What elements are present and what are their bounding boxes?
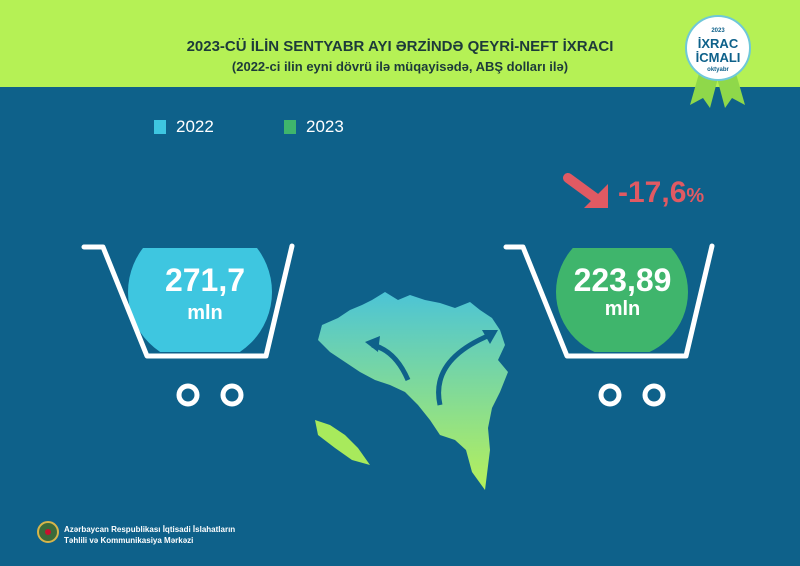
change-value: -17,6	[618, 176, 687, 209]
unit-2022: mln	[187, 302, 223, 324]
badge-line2: İCMALI	[696, 50, 741, 65]
change-percent: -17,6%	[618, 176, 704, 210]
wheel-icon	[220, 383, 244, 407]
arrow-icon	[436, 332, 491, 406]
legend-swatch	[284, 120, 296, 134]
legend-label: 2023	[306, 117, 344, 136]
legend-item-2023: 2023	[284, 117, 344, 137]
value-2023: 223,89	[573, 262, 672, 298]
wheel-icon	[176, 383, 200, 407]
badge-rosette	[685, 15, 751, 108]
value-2022: 271,7	[164, 262, 246, 298]
change-unit: %	[686, 185, 705, 207]
cart-2023	[503, 243, 715, 407]
badge-year: 2023	[711, 28, 725, 34]
azerbaijan-map	[318, 292, 508, 490]
page-subtitle: (2022-ci ilin eyni dövrü ilə müqayisədə,…	[231, 59, 569, 74]
exclave-map	[315, 420, 370, 465]
page-title: 2023-CÜ İLİN SENTYABR AYI ƏRZİNDƏ QEYRİ-…	[186, 38, 614, 55]
cart-2022	[81, 243, 295, 407]
wheel-icon	[598, 383, 622, 407]
arrow-down-right-icon	[563, 173, 608, 208]
footer-line1: Azərbaycan Respublikası İqtisadi İslahat…	[64, 525, 236, 534]
badge-month: oktyabr	[707, 67, 729, 73]
footer-org: Azərbaycan Respublikası İqtisadi İslahat…	[64, 524, 235, 546]
legend-label: 2022	[176, 117, 214, 136]
bar-2023	[556, 248, 688, 352]
legend-item-2022: 2022	[154, 117, 214, 137]
legend-swatch	[154, 120, 166, 134]
badge-line1: İXRAC	[698, 36, 739, 51]
footer-line2: Təhlili və Kommunikasiya Mərkəzi	[64, 536, 194, 545]
wheel-icon	[642, 383, 666, 407]
bar-2022	[128, 248, 272, 352]
header-band	[0, 0, 800, 87]
unit-2023: mln	[604, 298, 641, 320]
